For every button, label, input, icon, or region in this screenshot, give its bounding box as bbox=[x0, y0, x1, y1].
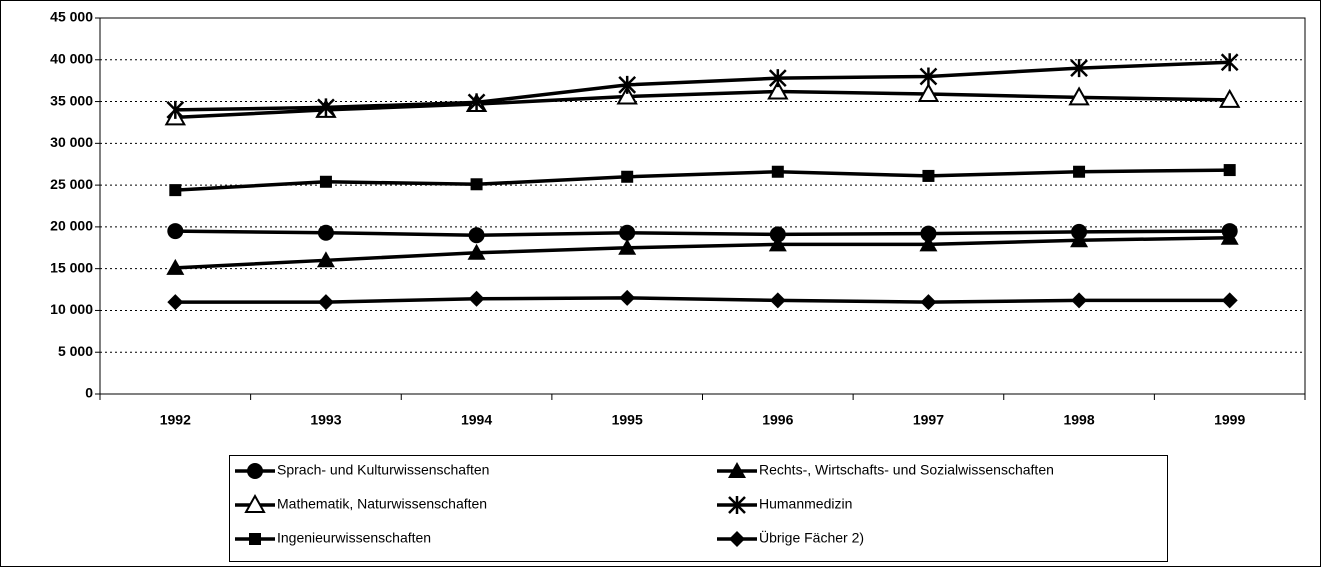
marker bbox=[771, 165, 784, 178]
y-tick-label: 30 000 bbox=[50, 134, 93, 150]
legend-label: Übrige Fächer 2) bbox=[759, 529, 864, 546]
marker bbox=[616, 85, 638, 105]
marker bbox=[317, 294, 334, 311]
x-tick-label: 1995 bbox=[612, 412, 643, 428]
marker bbox=[767, 80, 789, 100]
marker bbox=[244, 493, 266, 513]
y-tick-label: 15 000 bbox=[50, 259, 93, 275]
marker bbox=[1070, 231, 1089, 248]
y-tick-label: 20 000 bbox=[50, 218, 93, 234]
series-line bbox=[175, 168, 1230, 192]
marker bbox=[317, 98, 335, 117]
marker bbox=[621, 170, 634, 183]
y-tick-label: 25 000 bbox=[50, 176, 93, 192]
x-tick-label: 1999 bbox=[1214, 412, 1245, 428]
legend-label: Humanmedizin bbox=[759, 496, 852, 512]
marker bbox=[917, 82, 940, 103]
marker bbox=[768, 235, 787, 252]
x-tick-label: 1997 bbox=[913, 412, 944, 428]
marker bbox=[919, 235, 938, 252]
marker bbox=[247, 463, 263, 479]
marker bbox=[317, 224, 334, 241]
marker bbox=[619, 224, 636, 241]
marker bbox=[619, 289, 636, 306]
marker bbox=[468, 227, 485, 244]
x-tick-label: 1996 bbox=[762, 412, 793, 428]
marker bbox=[470, 178, 483, 191]
x-tick-label: 1993 bbox=[310, 412, 341, 428]
y-tick-label: 10 000 bbox=[50, 301, 93, 317]
y-tick-label: 35 000 bbox=[50, 92, 93, 108]
marker bbox=[316, 251, 335, 268]
series-line bbox=[175, 296, 1230, 304]
marker bbox=[1220, 53, 1239, 72]
legend-label: Rechts-, Wirtschafts- und Sozialwissensc… bbox=[759, 462, 1054, 478]
legend-label: Ingenieurwissenschaften bbox=[277, 530, 431, 546]
marker bbox=[467, 243, 486, 260]
legend-label: Sprach- und Kulturwissenschaften bbox=[277, 462, 489, 478]
marker bbox=[769, 226, 786, 243]
marker bbox=[249, 533, 261, 545]
y-tick-label: 40 000 bbox=[50, 50, 93, 66]
marker bbox=[1220, 228, 1239, 245]
marker bbox=[166, 100, 185, 119]
marker bbox=[1221, 292, 1238, 309]
x-tick-label: 1992 bbox=[160, 412, 191, 428]
marker bbox=[166, 258, 185, 275]
marker bbox=[728, 496, 746, 514]
marker bbox=[1218, 88, 1241, 108]
marker bbox=[618, 75, 637, 94]
x-tick-label: 1994 bbox=[461, 412, 492, 428]
marker bbox=[768, 69, 787, 88]
legend-label: Mathematik, Naturwissenschaften bbox=[277, 496, 487, 512]
marker bbox=[618, 238, 637, 255]
marker bbox=[922, 169, 935, 182]
marker bbox=[920, 294, 937, 311]
marker bbox=[729, 531, 745, 547]
marker bbox=[1073, 165, 1086, 178]
marker bbox=[920, 225, 937, 242]
marker bbox=[1071, 292, 1088, 309]
series-line bbox=[175, 60, 1230, 112]
marker bbox=[319, 175, 332, 188]
marker bbox=[1068, 86, 1090, 106]
marker bbox=[468, 290, 485, 307]
y-tick-label: 5 000 bbox=[58, 343, 93, 359]
marker bbox=[467, 93, 486, 112]
y-tick-label: 45 000 bbox=[50, 9, 93, 25]
marker bbox=[167, 223, 184, 240]
marker bbox=[728, 462, 746, 478]
marker bbox=[167, 294, 184, 311]
marker bbox=[1070, 59, 1088, 78]
series-line bbox=[175, 89, 1230, 120]
series-line bbox=[175, 236, 1230, 270]
marker bbox=[1223, 164, 1236, 177]
marker bbox=[769, 292, 786, 309]
y-tick-label: 0 bbox=[85, 385, 93, 401]
legend-box bbox=[229, 455, 1168, 562]
marker bbox=[169, 184, 182, 197]
series-line bbox=[175, 229, 1230, 237]
legend: Sprach- und Kulturwissenschaften Rechts-,… bbox=[229, 455, 1168, 562]
marker bbox=[919, 67, 938, 86]
x-tick-label: 1998 bbox=[1063, 412, 1094, 428]
